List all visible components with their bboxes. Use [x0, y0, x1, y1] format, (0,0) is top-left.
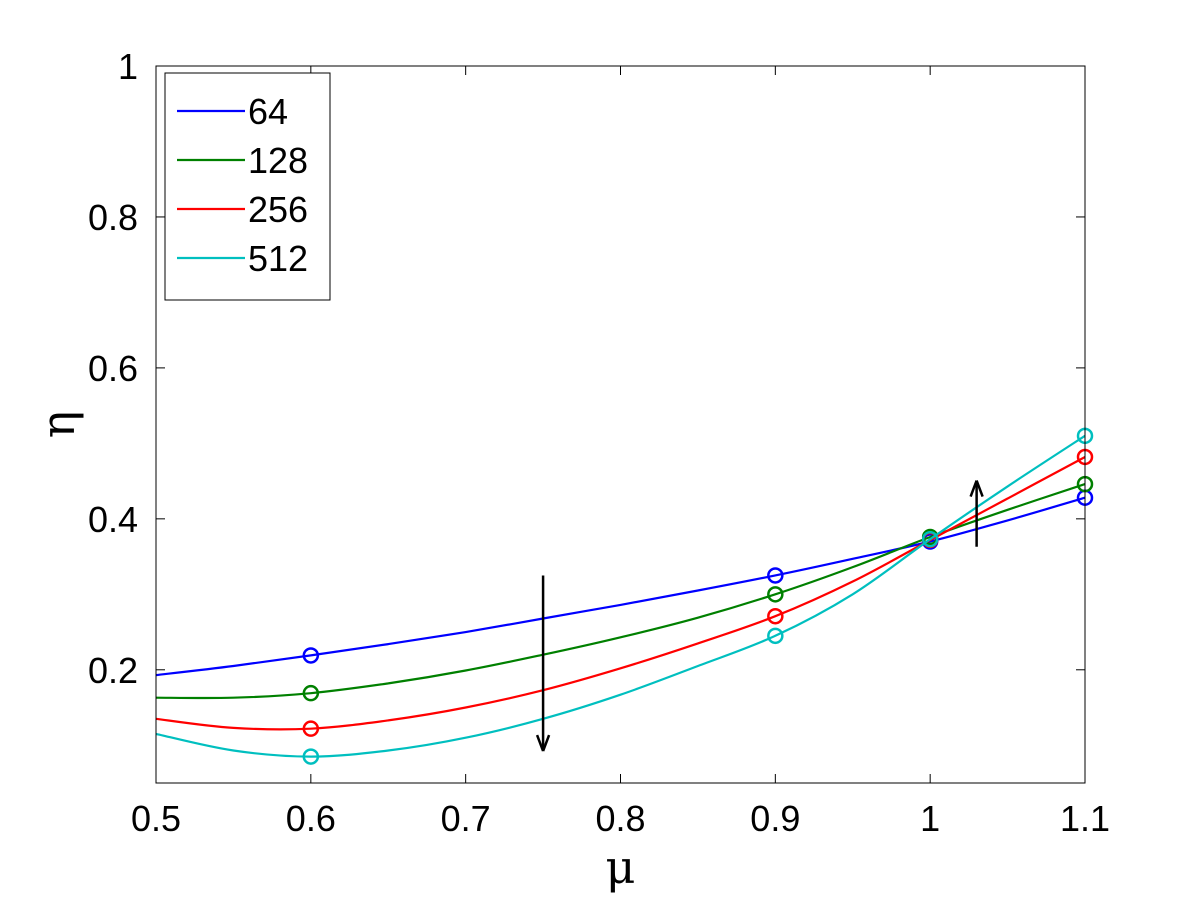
y-tick-label: 0.8 [88, 197, 138, 238]
y-tick-labels: 0.2 0.4 0.6 0.8 1 [88, 46, 138, 691]
x-tick-label: 0.6 [286, 798, 336, 839]
x-tick-label: 0.5 [131, 798, 181, 839]
x-tick-label: 0.7 [441, 798, 491, 839]
data-point-256 [767, 607, 784, 625]
y-tick-label: 0.6 [88, 348, 138, 389]
x-tick-label: 1 [920, 798, 940, 839]
data-point-256 [302, 720, 320, 737]
series-line-64 [155, 496, 1086, 677]
tick-layer [155, 65, 1086, 783]
data-point-64 [767, 567, 784, 584]
series-layer [155, 427, 1094, 765]
data-point-512 [921, 530, 939, 548]
series-line-512 [155, 434, 1086, 758]
data-point-128 [767, 586, 784, 603]
legend: 64 128 256 512 [164, 72, 331, 301]
y-tick-label: 0.2 [88, 650, 138, 691]
legend-label-512: 512 [248, 238, 308, 279]
x-tick-label: 0.8 [595, 798, 645, 839]
legend-label-256: 256 [248, 189, 308, 230]
data-point-64 [302, 647, 320, 664]
x-tick-label: 1.1 [1060, 798, 1110, 839]
annotation-layer [535, 480, 984, 752]
x-tick-labels: 0.5 0.6 0.7 0.8 0.9 1 1.1 [131, 798, 1110, 839]
data-point-512 [767, 627, 784, 645]
arrow-down-head [535, 734, 551, 752]
data-point-512 [302, 748, 320, 765]
x-tick-label: 0.9 [750, 798, 800, 839]
data-point-128 [302, 684, 320, 702]
y-axis-label: η [31, 411, 85, 439]
legend-label-128: 128 [248, 140, 308, 181]
arrow-up-head [969, 480, 984, 498]
y-tick-label: 1 [118, 46, 138, 87]
legend-label-64: 64 [248, 91, 288, 132]
y-tick-label: 0.4 [88, 499, 138, 540]
x-axis-label: μ [606, 840, 636, 894]
